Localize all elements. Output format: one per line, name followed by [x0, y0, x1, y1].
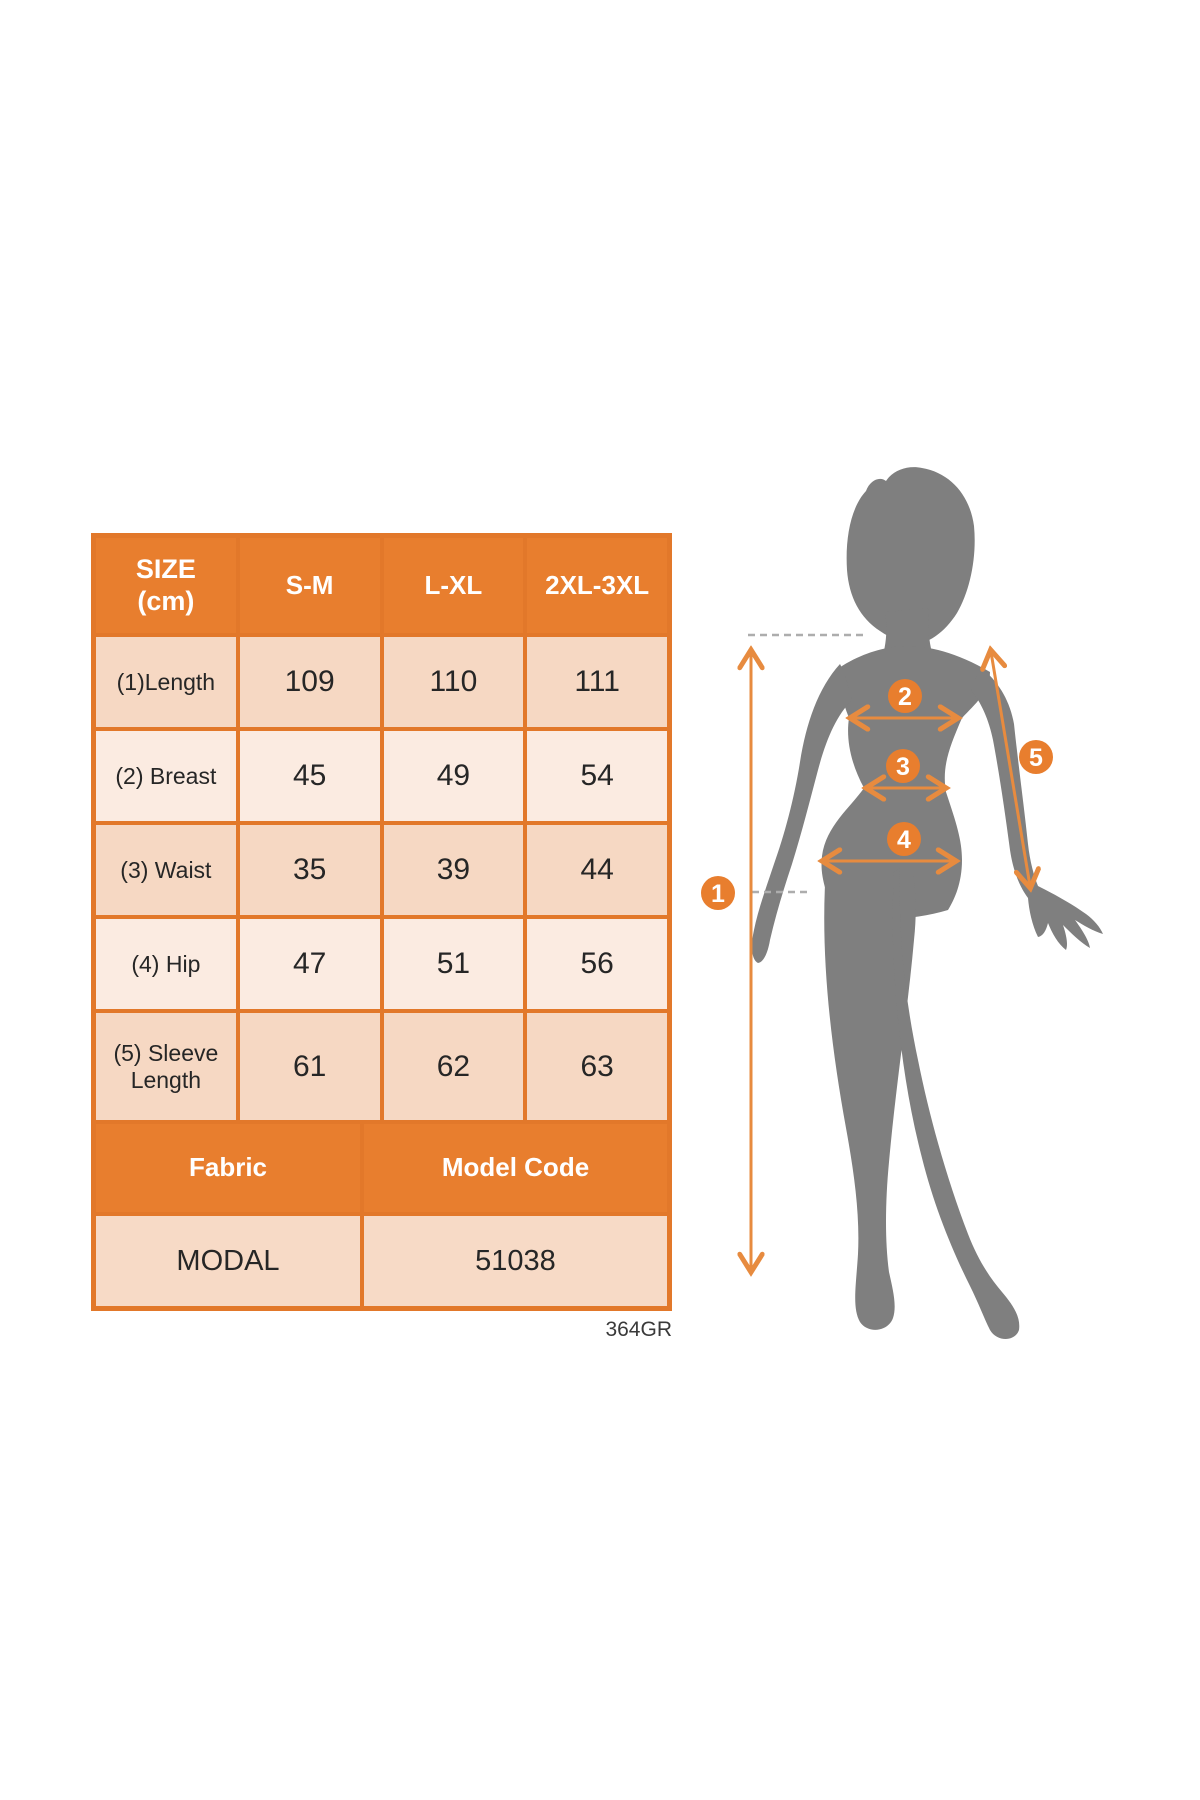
- badge-number: 5: [1029, 744, 1043, 772]
- header-size-line1: SIZE: [135, 554, 196, 585]
- table-footer-header-row: Fabric Model Code: [96, 1124, 667, 1212]
- badge-number: 4: [897, 826, 911, 854]
- cell-value: 110: [383, 637, 524, 727]
- badge-hip: 4: [887, 822, 921, 856]
- badge-circle: [888, 679, 922, 713]
- reference-code-text: 364GR: [605, 1318, 672, 1341]
- table-row-waist: (3) Waist 35 39 44: [96, 825, 667, 915]
- badge-number: 2: [898, 683, 912, 711]
- cell-value: 111: [527, 637, 667, 727]
- silhouette-right-leg: [892, 868, 1020, 1339]
- badge-circle: [886, 749, 920, 783]
- model-code-value: 51038: [364, 1216, 667, 1306]
- badge-circle: [887, 822, 921, 856]
- cell-value: 35: [239, 825, 380, 915]
- badge-number: 3: [896, 753, 910, 781]
- cell-value: 62: [383, 1013, 524, 1120]
- cell-value: 51: [383, 919, 524, 1009]
- header-col-s-m: S-M: [239, 538, 380, 633]
- badge-circle: [1019, 740, 1053, 774]
- badge-number: 1: [711, 880, 725, 908]
- fabric-header: Fabric: [96, 1124, 360, 1212]
- row-label: (5) Sleeve Length: [96, 1013, 236, 1120]
- model-code-header: Model Code: [364, 1124, 667, 1212]
- cell-value: 109: [239, 637, 380, 727]
- silhouette-right-arm: [971, 670, 1103, 950]
- table-row-length: (1)Length 109 110 111: [96, 637, 667, 727]
- measurement-figure: 1 2 3 4 5: [701, 467, 1103, 1339]
- header-size-cm: SIZE (cm): [96, 538, 236, 633]
- header-col-2xl-3xl: 2XL-3XL: [527, 538, 667, 633]
- cell-value: 44: [527, 825, 667, 915]
- row-label: (1)Length: [96, 637, 236, 727]
- table-row-hip: (4) Hip 47 51 56: [96, 919, 667, 1009]
- cell-value: 39: [383, 825, 524, 915]
- row-label: (2) Breast: [96, 731, 236, 821]
- row-label: (4) Hip: [96, 919, 236, 1009]
- header-col-l-xl: L-XL: [383, 538, 524, 633]
- fabric-value: MODAL: [96, 1216, 360, 1306]
- badge-circle: [701, 876, 735, 910]
- cell-value: 45: [239, 731, 380, 821]
- silhouette-left-leg: [824, 868, 916, 1330]
- cell-value: 61: [239, 1013, 380, 1120]
- cell-value: 54: [527, 731, 667, 821]
- header-size-line2: (cm): [137, 585, 195, 616]
- silhouette-left-arm: [751, 664, 852, 963]
- badge-waist: 3: [886, 749, 920, 783]
- cell-value: 63: [527, 1013, 667, 1120]
- table-row-breast: (2) Breast 45 49 54: [96, 731, 667, 821]
- size-table: SIZE (cm) S-M L-XL 2XL-3XL (1)Length 109…: [91, 533, 672, 1311]
- badge-breast: 2: [888, 679, 922, 713]
- silhouette-head: [846, 467, 975, 643]
- table-header-row: SIZE (cm) S-M L-XL 2XL-3XL: [96, 538, 667, 633]
- cell-value: 56: [527, 919, 667, 1009]
- badge-sleeve: 5: [1019, 740, 1053, 774]
- cell-value: 47: [239, 919, 380, 1009]
- row-label: (3) Waist: [96, 825, 236, 915]
- badge-length: 1: [701, 876, 735, 910]
- table-row-sleeve-length: (5) Sleeve Length 61 62 63: [96, 1013, 667, 1120]
- sleeve-arrow: [991, 652, 1030, 886]
- cell-value: 49: [383, 731, 524, 821]
- woman-silhouette: [751, 467, 1103, 1339]
- table-footer-value-row: MODAL 51038: [96, 1216, 667, 1306]
